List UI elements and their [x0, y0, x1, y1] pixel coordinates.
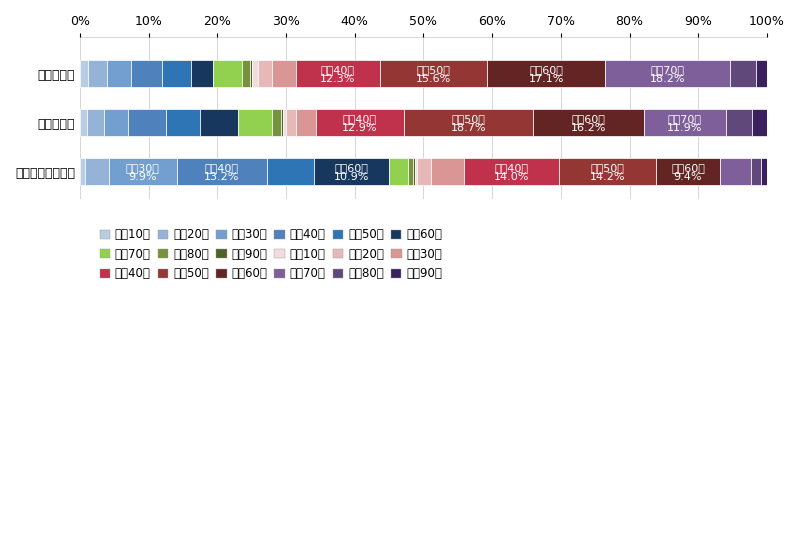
Text: 12.3%: 12.3% [320, 74, 355, 84]
Bar [107, 60, 131, 87]
Bar [271, 60, 296, 87]
Text: 女性50代: 女性50代 [417, 65, 450, 75]
Text: 女性50代: 女性50代 [590, 163, 625, 173]
Bar [128, 109, 166, 136]
Text: 女性70代: 女性70代 [650, 65, 685, 75]
Bar [272, 109, 281, 136]
Text: 15.6%: 15.6% [416, 74, 451, 84]
Text: 18.2%: 18.2% [650, 74, 685, 84]
Text: 男性30代: 男性30代 [126, 163, 160, 173]
Text: 女性40代: 女性40代 [343, 114, 377, 124]
Bar [80, 109, 86, 136]
Bar [404, 109, 533, 136]
Text: 18.7%: 18.7% [450, 123, 486, 133]
Bar [418, 159, 431, 185]
Bar [315, 109, 404, 136]
Text: 12.9%: 12.9% [342, 123, 378, 133]
Text: 女性50代: 女性50代 [451, 114, 486, 124]
Bar [414, 159, 418, 185]
Bar [109, 159, 177, 185]
Bar [750, 159, 761, 185]
Bar [86, 159, 109, 185]
Text: 女性60代: 女性60代 [671, 163, 705, 173]
Bar [191, 60, 213, 87]
Bar [281, 109, 282, 136]
Bar [80, 159, 86, 185]
Text: 9.4%: 9.4% [674, 171, 702, 182]
Text: 17.1%: 17.1% [529, 74, 564, 84]
Bar [166, 109, 200, 136]
Bar [761, 159, 767, 185]
Bar [162, 60, 191, 87]
Bar [250, 60, 252, 87]
Bar [252, 60, 258, 87]
Bar [389, 159, 408, 185]
Bar [266, 159, 314, 185]
Bar [408, 159, 414, 185]
Bar [431, 159, 464, 185]
Bar [88, 60, 107, 87]
Text: 女性70代: 女性70代 [668, 114, 702, 124]
Text: 13.2%: 13.2% [204, 171, 239, 182]
Text: 11.9%: 11.9% [667, 123, 702, 133]
Bar [80, 60, 88, 87]
Bar [752, 109, 767, 136]
Text: 14.2%: 14.2% [590, 171, 626, 182]
Bar [242, 60, 250, 87]
Bar [726, 109, 752, 136]
Text: 女性40代: 女性40代 [321, 65, 355, 75]
Bar [286, 109, 296, 136]
Bar [258, 60, 271, 87]
Text: 女性60代: 女性60代 [529, 65, 563, 75]
Bar [487, 60, 605, 87]
Text: 10.9%: 10.9% [334, 171, 370, 182]
Bar [559, 159, 656, 185]
Text: 男性60代: 男性60代 [334, 163, 369, 173]
Bar [296, 109, 315, 136]
Bar [200, 109, 238, 136]
Legend: 女性40代, 女性50代, 女性60代, 女性70代, 女性80代, 女性90代: 女性40代, 女性50代, 女性60代, 女性70代, 女性80代, 女性90代 [99, 267, 442, 280]
Text: 女性40代: 女性40代 [494, 163, 529, 173]
Bar [213, 60, 242, 87]
Bar [644, 109, 726, 136]
Bar [238, 109, 272, 136]
Bar [282, 109, 286, 136]
Bar [720, 159, 750, 185]
Bar [464, 159, 559, 185]
Bar [756, 60, 767, 87]
Bar [314, 159, 389, 185]
Bar [730, 60, 756, 87]
Bar [86, 109, 104, 136]
Bar [131, 60, 162, 87]
Text: 14.0%: 14.0% [494, 171, 529, 182]
Text: 16.2%: 16.2% [570, 123, 606, 133]
Bar [104, 109, 128, 136]
Bar [296, 60, 380, 87]
Bar [177, 159, 266, 185]
Text: 男性40代: 男性40代 [205, 163, 238, 173]
Bar [605, 60, 730, 87]
Bar [656, 159, 720, 185]
Bar [380, 60, 487, 87]
Bar [533, 109, 644, 136]
Text: 9.9%: 9.9% [129, 171, 157, 182]
Text: 女性60代: 女性60代 [571, 114, 606, 124]
